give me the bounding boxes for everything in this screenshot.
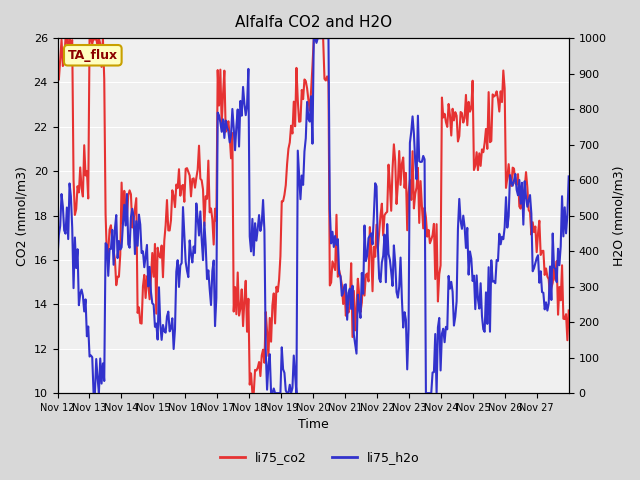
X-axis label: Time: Time xyxy=(298,419,328,432)
Y-axis label: CO2 (mmol/m3): CO2 (mmol/m3) xyxy=(15,166,28,265)
Legend: li75_co2, li75_h2o: li75_co2, li75_h2o xyxy=(215,446,425,469)
Title: Alfalfa CO2 and H2O: Alfalfa CO2 and H2O xyxy=(235,15,392,30)
Text: TA_flux: TA_flux xyxy=(68,49,118,62)
Y-axis label: H2O (mmol/m3): H2O (mmol/m3) xyxy=(612,166,625,266)
